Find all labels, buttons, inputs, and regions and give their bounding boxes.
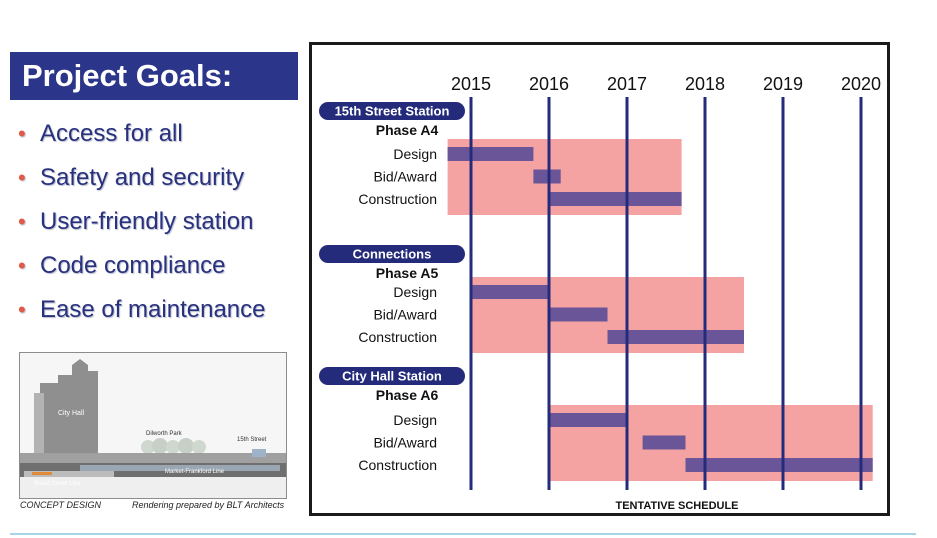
group-header-pill	[319, 245, 465, 263]
city-hall-label: City Hall	[58, 410, 85, 417]
bullet-icon: •	[18, 165, 26, 190]
rendering-credit: Rendering prepared by BLT Architects	[132, 500, 285, 510]
project-goals-header: Project Goals:	[10, 52, 298, 100]
goal-item: • Ease of maintenance	[18, 288, 265, 332]
year-tick-label: 2017	[607, 74, 647, 94]
concept-design-caption: CONCEPT DESIGN	[20, 500, 102, 510]
task-label: Bid/Award	[373, 307, 437, 323]
bullet-icon: •	[18, 253, 26, 278]
task-bar	[533, 169, 561, 184]
task-label: Bid/Award	[373, 435, 437, 451]
year-tick-label: 2019	[763, 74, 803, 94]
task-bar	[549, 192, 682, 206]
task-label: Design	[393, 412, 437, 428]
task-bar	[549, 307, 608, 322]
schedule-footer: TENTATIVE SCHEDULE	[615, 500, 738, 512]
goal-label: User-friendly station	[40, 208, 254, 235]
task-label: Construction	[358, 329, 437, 345]
task-label: Design	[393, 284, 437, 300]
year-tick-label: 2015	[451, 74, 491, 94]
task-bar	[642, 435, 686, 450]
goal-item: • Access for all	[18, 112, 265, 156]
bullet-icon: •	[18, 209, 26, 234]
phase-label: Phase A6	[376, 387, 439, 403]
concept-rendering-illustration: City Hall Dilworth Park 15th Street Mark…	[20, 353, 286, 498]
task-bar	[549, 413, 627, 427]
bullet-icon: •	[18, 121, 26, 146]
group-header-label: Connections	[353, 247, 432, 262]
task-label: Bid/Award	[373, 169, 437, 185]
task-bar	[685, 458, 873, 472]
task-bar	[607, 330, 744, 344]
group-header-pill	[319, 367, 465, 385]
group-header-label: 15th Street Station	[335, 104, 450, 119]
task-bar	[447, 147, 534, 161]
goal-label: Safety and security	[40, 164, 245, 191]
task-label: Design	[393, 146, 437, 162]
phase-label: Phase A5	[376, 265, 439, 281]
task-bar	[471, 285, 549, 299]
year-tick-label: 2016	[529, 74, 569, 94]
bottom-divider	[10, 533, 916, 535]
phase-label: Phase A4	[376, 122, 439, 138]
goal-item: • User-friendly station	[18, 200, 265, 244]
goals-list: • Access for all • Safety and security • Us…	[18, 112, 265, 332]
goal-item: • Code compliance	[18, 244, 265, 288]
mfl-label: Market-Frankford Line	[165, 469, 225, 475]
bullet-icon: •	[18, 297, 26, 322]
bsl-label: Broad Street Line	[34, 481, 81, 487]
goal-label: Access for all	[40, 120, 183, 147]
project-goals-title: Project Goals:	[22, 58, 233, 93]
task-label: Construction	[358, 191, 437, 207]
goal-label: Ease of maintenance	[40, 296, 266, 323]
fifteenth-street-label: 15th Street	[237, 437, 267, 443]
concept-rendering: City Hall Dilworth Park 15th Street Mark…	[19, 352, 287, 499]
goal-item: • Safety and security	[18, 156, 265, 200]
dilworth-park-label: Dilworth Park	[146, 431, 183, 437]
task-label: Construction	[358, 457, 437, 473]
year-tick-label: 2018	[685, 74, 725, 94]
year-tick-label: 2020	[841, 74, 881, 94]
schedule-chart: 2015 2016 2017 2018 2019 2020 15th Street Stat…	[319, 74, 881, 512]
goal-label: Code compliance	[40, 252, 226, 279]
group-header-pill	[319, 102, 465, 120]
group-header-label: City Hall Station	[342, 369, 442, 384]
